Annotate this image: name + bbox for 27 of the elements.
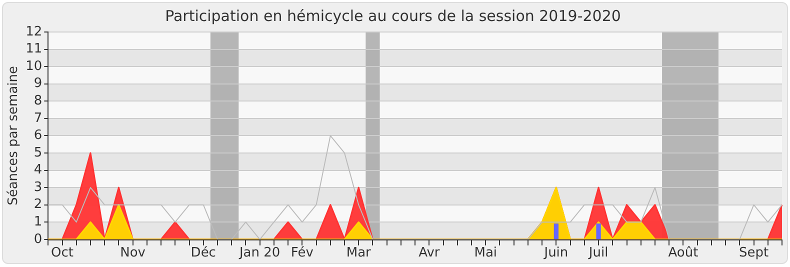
- x-tick-label: Nov: [120, 246, 146, 261]
- y-tick-label: 7: [34, 110, 42, 126]
- y-tick-label: 10: [26, 58, 42, 74]
- y-tick-label: 11: [26, 42, 42, 57]
- x-tick-label: Juin: [543, 246, 568, 261]
- y-tick-label: 6: [34, 128, 42, 144]
- x-tick-label: Avr: [418, 246, 440, 261]
- y-tick-label: 0: [34, 232, 42, 247]
- y-tick-label: 9: [34, 76, 42, 92]
- y-tick-label: 2: [34, 197, 42, 212]
- y-tick-label: 8: [34, 94, 42, 109]
- y-tick-label: 3: [34, 180, 42, 195]
- x-tick-label: Mai: [474, 246, 498, 261]
- x-tick-label: Déc: [190, 246, 216, 261]
- x-tick-label: Fév: [290, 246, 314, 261]
- y-axis-title: Séances par semaine: [6, 66, 22, 206]
- y-tick-label: 4: [34, 162, 42, 178]
- chart-title: Participation en hémicycle au cours de la session 2019-2020: [165, 6, 621, 25]
- x-tick-label: Sept: [738, 246, 769, 261]
- y-tick-label: 5: [34, 145, 42, 160]
- y-tick-label: 1: [34, 214, 42, 230]
- x-tick-label: Jan 20: [238, 246, 280, 261]
- x-tick-label: Juil: [588, 246, 608, 261]
- x-tick-label: Août: [668, 246, 698, 261]
- x-tick-label: Mar: [346, 246, 372, 261]
- x-tick-label: Oct: [51, 246, 74, 261]
- y-tick-label: 12: [26, 24, 42, 40]
